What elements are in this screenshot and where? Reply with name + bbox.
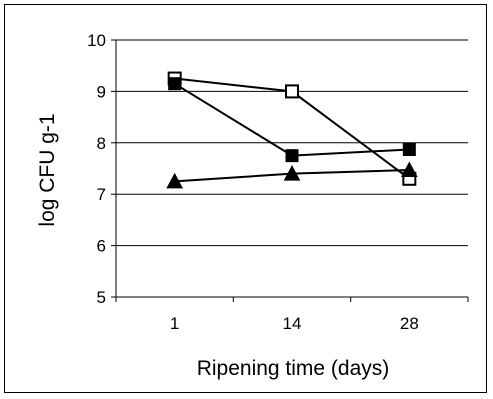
- tick-labels: 5 6 7 8 9 10 1 14 28: [87, 31, 419, 333]
- y-tick-label: 7: [97, 185, 106, 204]
- marker-filled-square: [285, 149, 299, 163]
- chart-frame: [4, 4, 487, 393]
- y-axis-title: log CFU g-1: [36, 113, 59, 226]
- marker-filled-triangle: [166, 172, 184, 189]
- y-tick-label: 10: [87, 31, 106, 50]
- marker-filled-triangle: [400, 161, 418, 178]
- series-markers: [166, 71, 418, 189]
- marker-filled-triangle: [283, 165, 301, 181]
- y-tick-label: 8: [97, 134, 106, 153]
- y-tick-label: 5: [97, 288, 106, 307]
- x-tick-label: 28: [400, 314, 419, 333]
- marker-open-square: [285, 84, 299, 99]
- gridlines: [116, 39, 468, 247]
- y-tick-label: 9: [97, 82, 106, 101]
- axes: [111, 39, 469, 302]
- marker-filled-square: [402, 142, 416, 156]
- marker-filled-square: [168, 77, 182, 91]
- x-tick-label: 1: [170, 314, 179, 333]
- x-tick-label: 14: [283, 314, 302, 333]
- y-tick-label: 6: [97, 237, 106, 256]
- x-axis-title: Ripening time (days): [197, 357, 390, 380]
